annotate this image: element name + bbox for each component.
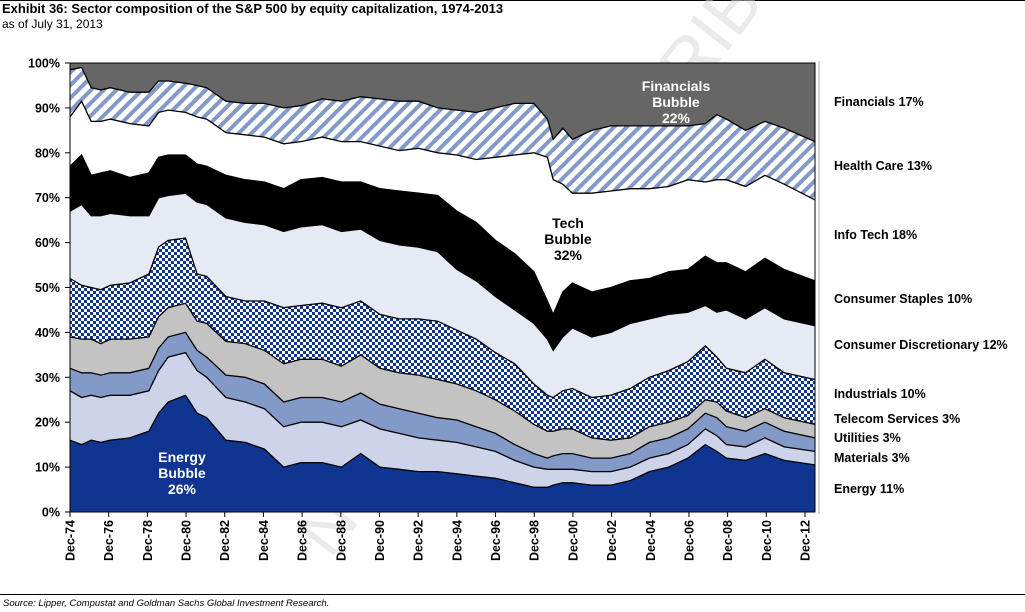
y-tick-label: 70% (35, 191, 60, 205)
x-tick-label: Dec-00 (566, 520, 580, 561)
x-tick-label: Dec-10 (760, 520, 774, 561)
y-tick-label: 20% (35, 416, 60, 430)
legend-energy: Energy 11% (834, 482, 904, 496)
x-axis-ticks: Dec-74 Dec-76 Dec-78 Dec-80 Dec-82 Dec-84 Dec-… (64, 512, 813, 561)
x-tick-label: Dec-76 (102, 520, 116, 561)
x-tick-label: Dec-12 (799, 520, 813, 561)
boundary-utilities (69, 331, 816, 459)
x-tick-label: Dec-78 (141, 520, 155, 561)
annotation-financials-line: 22% (662, 110, 691, 126)
boundary-info-tech (69, 99, 816, 201)
boundary-consumer-discretionary (69, 192, 816, 352)
boundary-energy (69, 394, 816, 488)
boundary-health-care (69, 66, 816, 143)
y-tick-label: 100% (28, 57, 60, 71)
area-energy (70, 395, 815, 512)
chart-title: Exhibit 36: Sector composition of the S&… (2, 1, 504, 16)
area-consumer-staples (70, 155, 815, 351)
y-tick-label: 60% (35, 236, 60, 250)
area-health-care (70, 67, 815, 200)
y-tick-label: 10% (35, 461, 60, 475)
x-tick-label: Dec-84 (257, 520, 271, 561)
legend: Energy 11% Materials 3% Utilities 3% Teleco… (834, 95, 1008, 496)
annotation-energy-line: Energy (158, 449, 206, 465)
x-tick-label: Dec-82 (218, 520, 232, 561)
annotation-energy-line: 26% (168, 481, 197, 497)
y-tick-label: 0% (42, 506, 60, 520)
boundary-telecom-services (69, 302, 816, 441)
legend-info-tech: Info Tech 18% (834, 228, 917, 242)
x-tick-label: Dec-04 (644, 520, 658, 561)
source-note: Source: Lipper, Compustat and Goldman Sa… (3, 598, 330, 609)
top-rule (0, 0, 1025, 1)
x-tick-label: Dec-92 (412, 520, 426, 561)
x-tick-label: Dec-06 (682, 520, 696, 561)
legend-health-care: Health Care 13% (834, 159, 932, 173)
y-tick-label: 50% (35, 281, 60, 295)
x-tick-label: Dec-98 (528, 520, 542, 561)
area-info-tech (70, 101, 815, 315)
y-tick-label: 30% (35, 371, 60, 385)
x-tick-label: Dec-88 (334, 520, 348, 561)
annotation-energy-line: Bubble (158, 465, 206, 481)
legend-utilities: Utilities 3% (834, 431, 901, 445)
area-layers (69, 63, 816, 512)
x-tick-label: Dec-80 (180, 520, 194, 561)
legend-materials: Materials 3% (834, 451, 910, 465)
area-financials (70, 63, 815, 142)
y-tick-label: 90% (35, 101, 60, 115)
annotation-info-tech-line: 32% (554, 247, 583, 263)
legend-industrials: Industrials 10% (834, 387, 926, 401)
x-tick-label: Dec-90 (373, 520, 387, 561)
x-tick-label: Dec-02 (605, 520, 619, 561)
annotation-financials-line: Bubble (652, 94, 700, 110)
area-consumer-discretionary (70, 193, 815, 398)
annotation-info-tech-line: Bubble (544, 231, 592, 247)
y-tick-label: 40% (35, 326, 60, 340)
legend-consumer-staples: Consumer Staples 10% (834, 292, 972, 306)
area-materials (70, 352, 815, 488)
chart-subtitle: as of July 31, 2013 (2, 17, 103, 31)
x-tick-label: Dec-08 (721, 520, 735, 561)
legend-financials: Financials 17% (834, 95, 924, 109)
y-axis-ticks: 0% 10% 20% 30% 40% 50% 60% 70% 80% 90% 100% (28, 57, 70, 520)
boundary-industrials (69, 237, 816, 399)
boundary-consumer-staples (69, 153, 816, 317)
y-tick-label: 80% (35, 146, 60, 160)
boundary-materials (69, 351, 816, 473)
footer-rule (0, 594, 1025, 595)
annotations: EnergyBubble26%TechBubble32%FinancialsBu… (158, 78, 710, 497)
legend-telecom-services: Telecom Services 3% (834, 412, 960, 426)
legend-consumer-discretionary: Consumer Discretionary 12% (834, 338, 1008, 352)
x-tick-label: Dec-74 (64, 520, 78, 561)
x-tick-label: Dec-96 (489, 520, 503, 561)
x-tick-label: Dec-94 (450, 520, 464, 561)
annotation-info-tech-line: Tech (552, 215, 584, 231)
x-tick-label: Dec-86 (296, 520, 310, 561)
annotation-financials-line: Financials (642, 78, 711, 94)
